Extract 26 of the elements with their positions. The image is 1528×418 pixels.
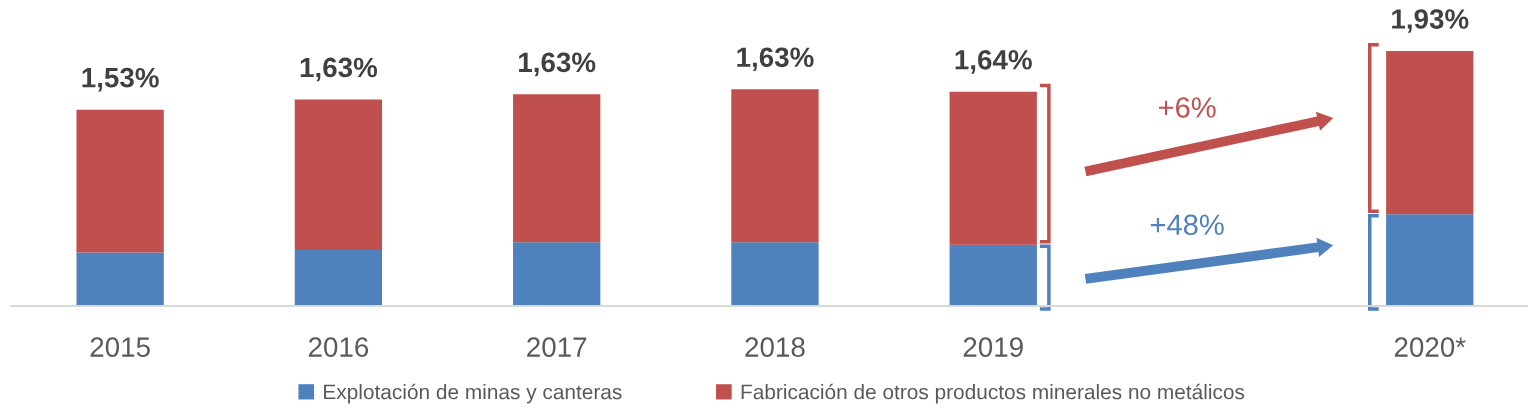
bar [76,252,164,306]
bar [76,109,164,253]
bar [731,89,819,243]
x-tick-label: 2020* [1394,337,1466,357]
x-tick-label: 2015 [90,337,150,357]
annotation: 1,63% [519,52,596,77]
bar [294,249,383,306]
bar [1386,214,1474,306]
x-tick-label: 2019 [963,337,1023,357]
annotation: +6% [1158,97,1216,118]
bar [294,99,383,250]
bar [513,94,601,243]
legend-label: Fabricación de otros productos minerales no metálicos [741,383,1245,404]
annotation: 1,93% [1392,9,1469,33]
legend-label: Explotación de minas y canteras [324,383,622,404]
bar [731,242,819,306]
annotation: 1,63% [737,47,814,72]
annotation: 1,64% [955,49,1032,74]
annotation: 1,63% [300,57,378,82]
annotation: +48% [1150,214,1224,236]
bar [513,242,601,306]
x-tick-label: 2016 [308,337,369,357]
x-tick-label: 2017 [527,337,587,357]
x-tick-label: 2018 [745,337,805,357]
bar [1386,51,1474,215]
annotation: 1,53% [82,67,159,92]
